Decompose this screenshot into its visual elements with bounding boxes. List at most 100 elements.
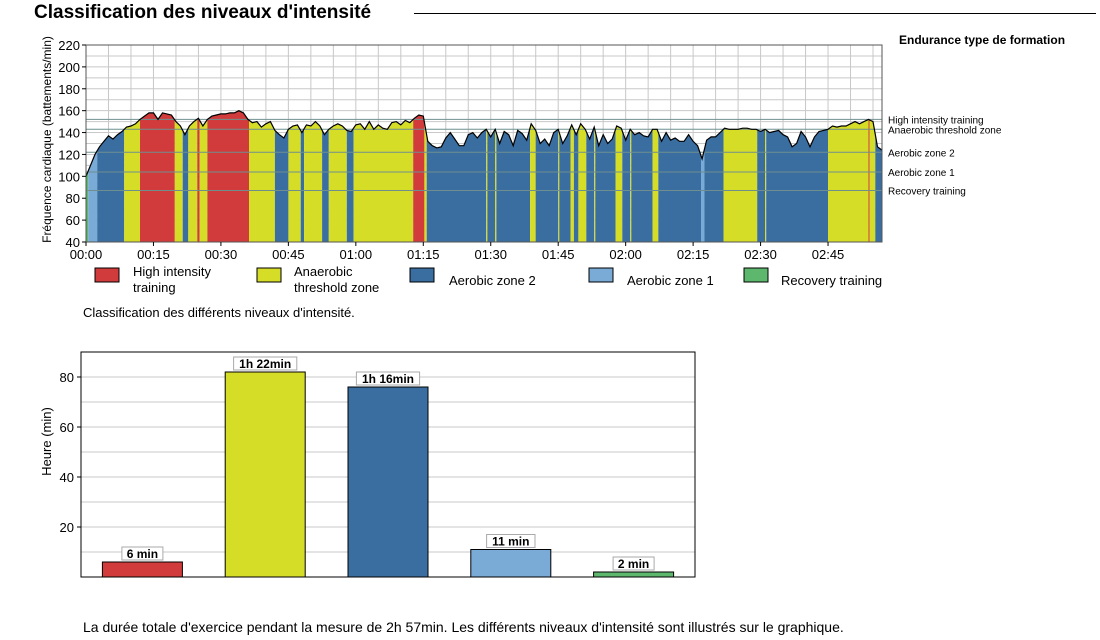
summary-text: La durée totale d'exercice pendant la me…	[83, 619, 844, 635]
x-tick-label: 00:30	[205, 247, 238, 262]
zone-fill-aerobic2	[274, 129, 289, 242]
zone-fill-aerobic1	[701, 149, 705, 242]
x-tick-label: 02:15	[677, 247, 710, 262]
y-tick-label: 100	[58, 169, 80, 184]
zone-fill-anaerobic	[495, 129, 497, 242]
zone-fill-anaerobic	[630, 129, 632, 242]
bar-data-label-box	[486, 534, 536, 548]
y-tick-label: 60	[66, 213, 80, 228]
x-tick-label: 01:15	[407, 247, 440, 262]
y-tick-label: 220	[58, 38, 80, 53]
zone-fill-high	[868, 119, 870, 242]
zone-fill-aerobic2	[573, 129, 579, 242]
legend-swatch-aerobic2	[409, 267, 435, 283]
bar-y-tick-label: 80	[60, 370, 74, 385]
zone-threshold-label: Aerobic zone 1	[888, 168, 955, 179]
duration-bars: 6 min 1h 22min 1h 16min 11 min 2 min	[101, 356, 675, 578]
zone-fill-aerobic2	[586, 127, 595, 242]
zone-fill-anaerobic	[570, 124, 574, 242]
heart-rate-zone-fills	[86, 110, 882, 243]
zone-fill-anaerobic	[353, 119, 414, 242]
bar-data-label: 1h 16min	[362, 372, 414, 386]
zone-threshold-label: Aerobic zone 2	[888, 148, 955, 159]
y-tick-label: 140	[58, 126, 80, 141]
zone-fill-aerobic1	[88, 150, 98, 242]
zone-fill-anaerobic	[424, 122, 427, 242]
legend-label-recovery: Recovery training	[781, 273, 882, 288]
x-tick-label: 00:15	[137, 247, 170, 262]
legend-label-aerobic2: Aerobic zone 2	[449, 273, 536, 288]
zone-fill-anaerobic	[328, 123, 347, 242]
bar-y-tick-label: 60	[60, 420, 74, 435]
bar-y-tick-label: 40	[60, 470, 74, 485]
x-tick-label: 02:30	[744, 247, 777, 262]
bar-data-label-box	[612, 556, 655, 571]
zone-fill-anaerobic	[615, 126, 623, 242]
zone-fill-aerobic2	[496, 127, 531, 242]
zone-fill-anaerobic	[486, 129, 488, 242]
zone-threshold-label: High intensity training	[888, 115, 984, 126]
zone-fill-anaerobic	[723, 128, 758, 242]
zone-fill-aerobic2	[322, 129, 329, 242]
legend-label-aerobic1: Aerobic zone 1	[627, 273, 714, 288]
zone-fill-aerobic2	[346, 128, 354, 242]
zone-fill-aerobic2	[658, 132, 701, 242]
zone-fill-anaerobic	[174, 120, 183, 242]
bar-aerobic2	[347, 386, 429, 578]
y-tick-label: 120	[58, 147, 80, 162]
x-tick-label: 00:00	[70, 247, 103, 262]
zone-fill-anaerobic	[869, 120, 876, 242]
zone-legend: High intensity training Anaerobic threshold…	[94, 264, 882, 295]
chart-caption: Classification des différents niveaux d'…	[83, 305, 355, 320]
heart-rate-line	[85, 110, 883, 177]
zone-fill-anaerobic	[304, 121, 323, 242]
plot-frame	[85, 44, 883, 243]
zone-fill-aerobic2	[97, 129, 125, 242]
zone-fill-aerobic2	[426, 129, 487, 242]
bar-chart-axes: 20 40 60 80 Heure (min)	[39, 351, 696, 578]
heart-rate-line-group	[85, 110, 883, 177]
bar-data-label-box	[355, 371, 421, 386]
y-tick-label: 180	[58, 82, 80, 97]
zone-fill-aerobic2	[559, 127, 571, 242]
bar-anaerobic	[224, 371, 306, 578]
training-type-title: Endurance type de formation	[899, 33, 1066, 47]
zone-fill-aerobic2	[631, 129, 653, 242]
zone-fill-aerobic2	[622, 129, 631, 242]
y-tick-label: 200	[58, 60, 80, 75]
y-axis-label: Fréquence cardiaque (battements/min)	[40, 36, 54, 243]
y-tick-label: 40	[66, 235, 80, 250]
bar-data-label: 6 min	[127, 547, 158, 561]
zone-fill-anaerobic	[530, 123, 536, 242]
bar-plot-frame	[80, 351, 696, 578]
legend-swatch-recovery	[743, 267, 769, 283]
zone-fill-anaerobic	[828, 119, 869, 242]
zone-fill-aerobic2	[875, 134, 882, 242]
zone-fill-anaerobic	[199, 119, 208, 242]
zone-fill-anaerobic	[765, 129, 767, 242]
zone-fill-aerobic2	[487, 129, 496, 242]
x-tick-label: 02:00	[609, 247, 642, 262]
zone-fill-anaerobic	[188, 119, 198, 242]
bar-data-label: 11 min	[492, 535, 529, 549]
zone-fill-anaerobic	[558, 129, 560, 242]
legend-swatch-aerobic1	[588, 267, 614, 283]
y-tick-label: 160	[58, 104, 80, 119]
zone-fill-recovery	[86, 170, 89, 242]
heart-rate-axes: 40 60 80 100 120 140 160 180 200 220 00:00 00:15 00:…	[40, 36, 883, 262]
zone-fill-anaerobic	[652, 129, 659, 242]
bar-data-label: 2 min	[618, 557, 649, 571]
zone-threshold-label: Anaerobic threshold zone	[888, 125, 1002, 136]
bar-y-tick-label: 20	[60, 520, 74, 535]
zone-fill-anaerobic	[594, 127, 596, 242]
legend-swatch-anaerobic	[256, 267, 282, 283]
bar-data-label-box	[233, 356, 298, 371]
zone-fill-aerobic2	[300, 128, 305, 242]
zone-fill-high	[207, 110, 249, 242]
x-tick-label: 01:30	[474, 247, 507, 262]
zone-fill-anaerobic	[249, 120, 275, 242]
x-tick-label: 00:45	[272, 247, 305, 262]
zone-fill-anaerobic	[124, 119, 140, 242]
page-title: Classification des niveaux d'intensité	[34, 2, 372, 23]
